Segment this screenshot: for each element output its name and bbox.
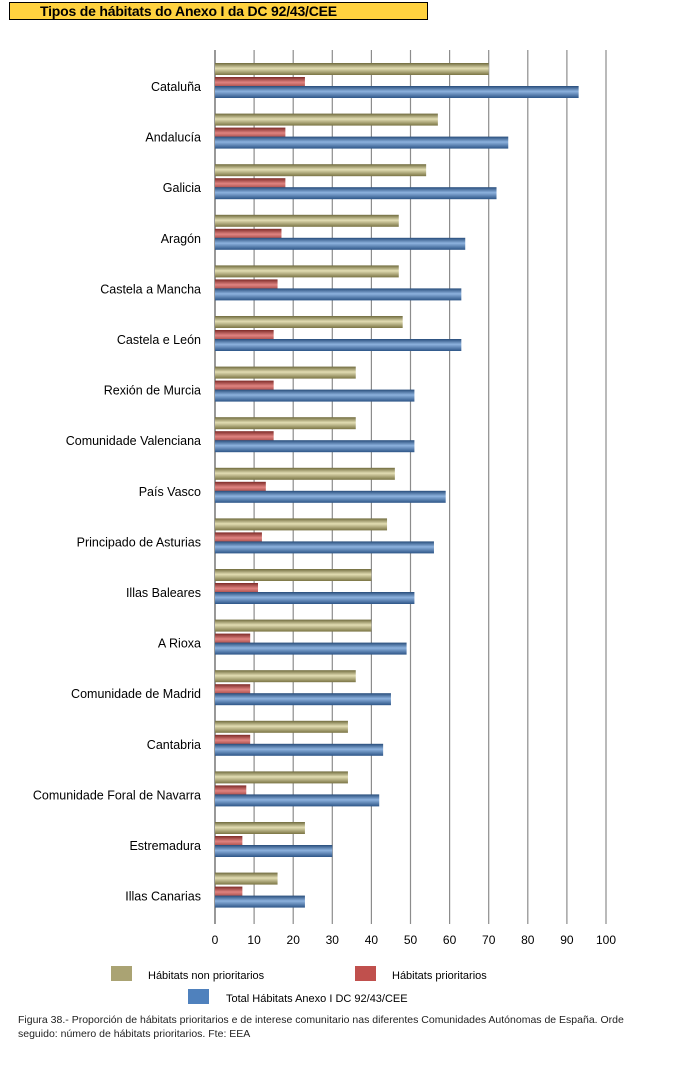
category-label: País Vasco <box>139 485 201 499</box>
x-tick-label: 10 <box>247 933 261 947</box>
bar-total <box>215 794 380 807</box>
legend-swatch <box>355 966 376 981</box>
category-label: Comunidade de Madrid <box>71 687 201 701</box>
category-label: Castela a Mancha <box>100 282 201 296</box>
bar-non-priority <box>215 720 348 733</box>
bar-total <box>215 237 466 250</box>
bar-total <box>215 845 333 857</box>
x-tick-label: 70 <box>482 933 496 947</box>
x-tick-label: 30 <box>326 933 340 947</box>
bar-non-priority <box>215 417 356 430</box>
figure-caption: Figura 38.- Proporción de hábitats prior… <box>18 1014 624 1040</box>
chart-title-banner: Tipos de hábitats do Anexo I da DC 92/43… <box>9 2 428 20</box>
x-tick-label: 50 <box>404 933 418 947</box>
category-label: Cataluña <box>151 80 201 94</box>
bar-total <box>215 187 497 200</box>
bar-total <box>215 895 305 908</box>
legend-swatch <box>188 989 209 1004</box>
bar-total <box>215 136 509 149</box>
category-label: Aragón <box>161 232 201 246</box>
legend: Hábitats non prioritarios Hábitats priori… <box>111 966 487 1005</box>
bar-non-priority <box>215 214 399 227</box>
bar-non-priority <box>215 113 438 126</box>
bar-non-priority <box>215 822 305 834</box>
category-label: Cantabria <box>147 738 201 752</box>
bar-non-priority <box>215 771 348 784</box>
category-label: Castela e León <box>117 333 201 347</box>
category-label: A Rioxa <box>158 637 201 651</box>
x-axis-ticks: 0 10 20 30 40 50 60 70 80 90 100 <box>212 933 617 947</box>
bar-total <box>215 592 415 604</box>
category-labels: Cataluña Andalucía Galicia Aragón Castela a … <box>33 80 201 904</box>
bar-total <box>215 490 446 503</box>
category-label: Illas Baleares <box>126 586 201 600</box>
habitats-bar-chart: Cataluña Andalucía Galicia Aragón Castela a … <box>33 50 617 1005</box>
bar-total <box>215 86 579 98</box>
category-label: Illas Canarias <box>125 890 201 904</box>
chart-title: Tipos de hábitats do Anexo I da DC 92/43… <box>40 3 337 19</box>
bar-non-priority <box>215 164 427 177</box>
bar-total <box>215 288 462 301</box>
category-label: Galicia <box>163 181 201 195</box>
x-tick-label: 0 <box>212 933 219 947</box>
legend-label: Hábitats prioritarios <box>392 970 487 982</box>
x-tick-label: 80 <box>521 933 535 947</box>
bar-total <box>215 693 391 706</box>
bar-total <box>215 541 434 554</box>
bar-non-priority <box>215 619 372 632</box>
bar-non-priority <box>215 316 403 328</box>
bar-total <box>215 440 415 453</box>
category-label: Andalucía <box>145 131 201 145</box>
bar-total <box>215 389 415 402</box>
x-tick-label: 60 <box>443 933 457 947</box>
legend-swatch <box>111 966 132 981</box>
bar-total <box>215 339 462 351</box>
legend-label: Total Hábitats Anexo I DC 92/43/CEE <box>226 993 408 1005</box>
bar-non-priority <box>215 670 356 683</box>
legend-label: Hábitats non prioritarios <box>148 970 265 982</box>
bar-non-priority <box>215 569 372 581</box>
bar-non-priority <box>215 518 388 531</box>
category-label: Rexión de Murcia <box>104 384 201 398</box>
bar-total <box>215 642 407 655</box>
bars <box>215 63 579 908</box>
bar-total <box>215 743 384 756</box>
category-label: Comunidade Foral de Navarra <box>33 788 201 802</box>
x-tick-label: 40 <box>365 933 379 947</box>
bar-non-priority <box>215 467 395 480</box>
x-tick-label: 100 <box>596 933 616 947</box>
bar-non-priority <box>215 63 489 75</box>
bar-non-priority <box>215 366 356 379</box>
category-label: Principado de Asturias <box>77 535 201 549</box>
category-label: Comunidade Valenciana <box>66 434 201 448</box>
category-label: Estremadura <box>129 839 201 853</box>
bar-non-priority <box>215 872 278 885</box>
x-tick-label: 20 <box>287 933 301 947</box>
x-tick-label: 90 <box>560 933 574 947</box>
bar-non-priority <box>215 265 399 278</box>
